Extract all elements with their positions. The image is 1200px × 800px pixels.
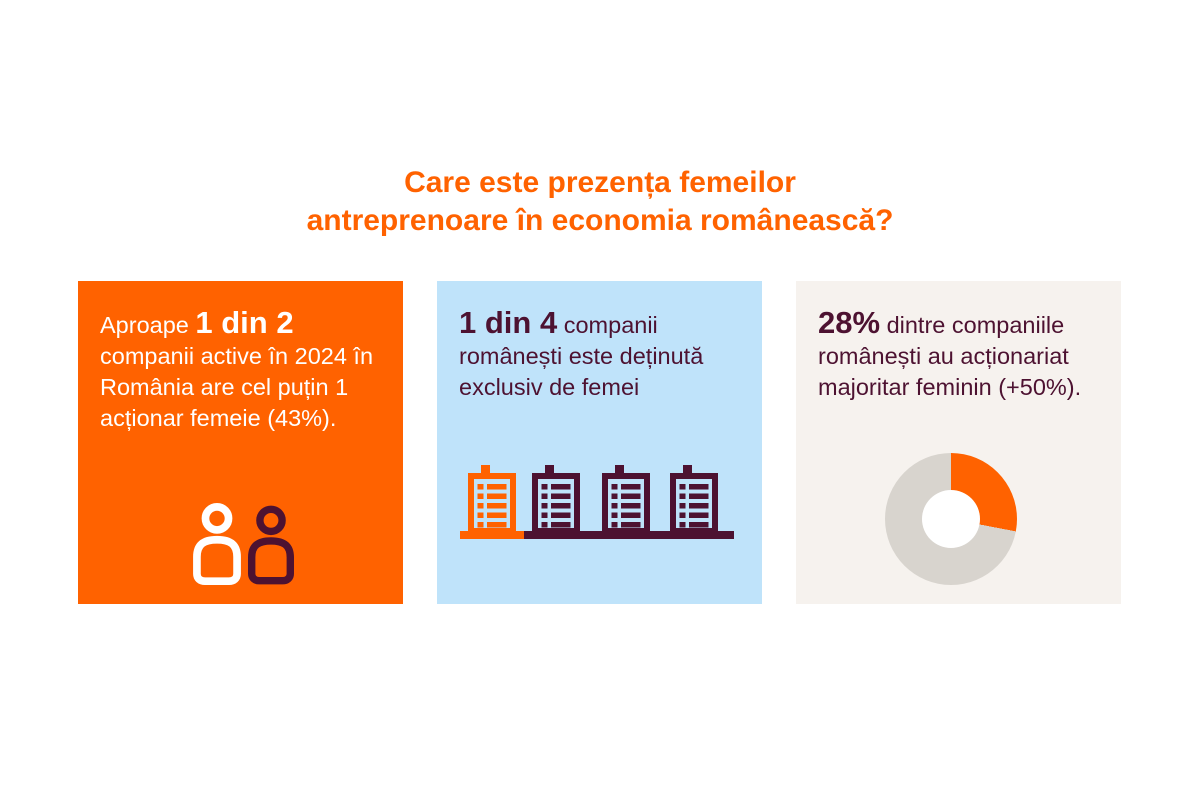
person-icon-white	[193, 503, 241, 585]
card-1-stat: 1 din 2	[195, 305, 294, 340]
two-people-icon	[193, 503, 294, 585]
card-1-din-4: 1 din 4 companii românești este deținută…	[437, 281, 762, 604]
building-icon-orange	[460, 465, 526, 539]
donut-chart	[885, 453, 1017, 585]
building-icon-maroon-2	[602, 465, 650, 534]
card-1-text-before: Aproape	[100, 312, 196, 338]
page-title: Care este prezența femeilor antreprenoar…	[0, 164, 1200, 240]
card-2-text-after: companii românești este deținută exclusi…	[459, 312, 704, 400]
page-title-line-2: antreprenoare în economia românească?	[306, 204, 894, 237]
person-icon-maroon	[248, 505, 294, 585]
card-1-text-after: companii active în 2024 în România are c…	[100, 343, 374, 431]
page-title-line-1: Care este prezența femeilor	[404, 166, 796, 199]
stat-cards: Aproape 1 din 2 companii active în 2024 …	[78, 281, 1121, 604]
card-28-la-suta: 28% dintre companiile românești au acțio…	[796, 281, 1121, 604]
four-buildings-icon	[460, 465, 734, 539]
card-2-text: 1 din 4 companii românești este deținută…	[437, 281, 762, 403]
card-2-stat: 1 din 4	[459, 305, 558, 340]
buildings-icon-maroon-group	[524, 465, 734, 539]
card-3-text: 28% dintre companiile românești au acțio…	[796, 281, 1121, 403]
card-3-stat: 28%	[818, 305, 881, 340]
card-1-din-2: Aproape 1 din 2 companii active în 2024 …	[78, 281, 403, 604]
card-1-text: Aproape 1 din 2 companii active în 2024 …	[78, 281, 403, 434]
building-icon-maroon-3	[670, 465, 718, 534]
building-icon-maroon-1	[532, 465, 580, 534]
card-3-text-after: dintre companiile românești au acționari…	[818, 312, 1082, 400]
